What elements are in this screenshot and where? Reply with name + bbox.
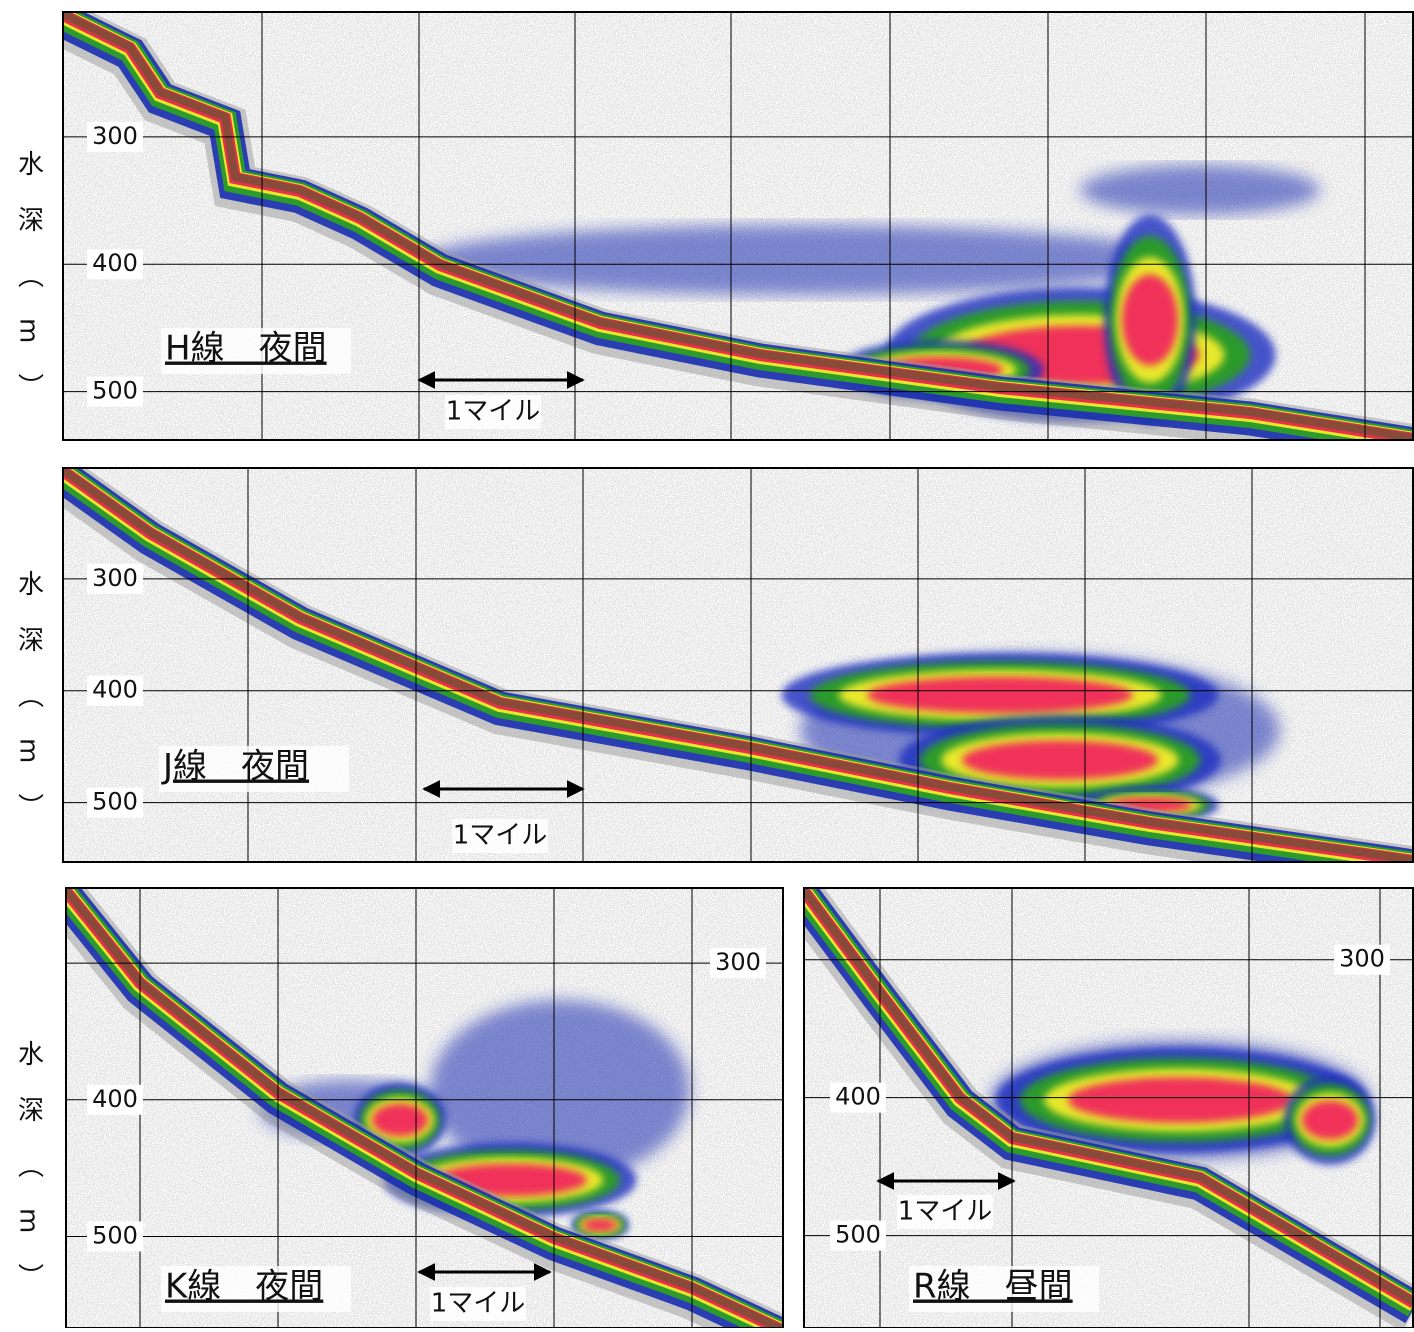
y-axis-label: 水深（m） (14, 150, 44, 429)
depth-tick-label: 400 (92, 1085, 138, 1113)
depth-tick-label: 300 (1339, 945, 1385, 973)
echogram (804, 888, 1414, 1328)
school-core (1122, 275, 1178, 366)
scale-label: 1マイル (898, 1197, 993, 1227)
echogram (63, 12, 1414, 448)
echogram (66, 888, 784, 1328)
school-core (962, 741, 1158, 780)
depth-tick-label: 500 (92, 788, 138, 816)
school-core (583, 1219, 618, 1232)
depth-tick-label: 400 (92, 676, 138, 704)
panel-title: K線 夜間 (165, 1267, 323, 1307)
school-core (867, 677, 1133, 713)
depth-tick-label: 500 (92, 1221, 138, 1249)
figure: 3004005001マイルH線 夜間水深（m）3004005001マイルJ線 夜… (0, 0, 1414, 1328)
depth-tick-label: 500 (92, 377, 138, 405)
scale-label: 1マイル (446, 397, 541, 427)
depth-tick-label: 300 (92, 564, 138, 592)
y-axis-label: 水深（m） (14, 1040, 44, 1319)
depth-tick-label: 300 (92, 122, 138, 150)
depth-tick-label: 300 (715, 948, 761, 976)
school-core (1068, 1077, 1292, 1123)
panel-title: R線 昼間 (913, 1267, 1073, 1307)
y-axis-label: 水深（m） (14, 570, 44, 849)
panel-title: J線 夜間 (161, 747, 309, 787)
scatter-layer (1080, 165, 1320, 215)
echogram (63, 468, 1414, 870)
scale-label: 1マイル (431, 1289, 526, 1319)
depth-tick-label: 400 (92, 249, 138, 277)
scale-label: 1マイル (453, 821, 548, 851)
panel-title: H線 夜間 (165, 329, 327, 369)
school-core (1302, 1101, 1358, 1140)
school-core (372, 1104, 428, 1137)
depth-tick-label: 400 (835, 1083, 881, 1111)
depth-tick-label: 500 (835, 1221, 881, 1249)
